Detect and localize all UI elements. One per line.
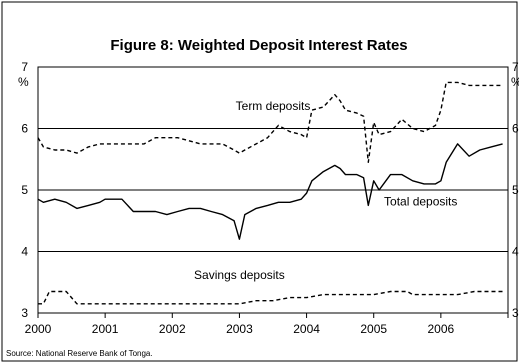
y-tick-label-left: 7 [21, 60, 28, 74]
x-tick-label: 2003 [226, 322, 253, 336]
y-tick-label-left: 3 [21, 306, 28, 320]
plot-area [37, 66, 509, 314]
y-tick-label-right: 4 [512, 245, 519, 259]
x-tick-label: 2004 [293, 322, 320, 336]
annotations: Term deposits Total deposits Savings depos… [194, 99, 457, 282]
chart-title: Figure 8: Weighted Deposit Interest Rate… [110, 37, 407, 54]
annotation-term-deposits: Term deposits [236, 99, 311, 113]
source-note: Source: National Reserve Bank of Tonga. [6, 349, 153, 358]
annotation-savings-deposits: Savings deposits [194, 268, 285, 282]
y-tick-label-right: 6 [512, 122, 519, 136]
y-tick-label-right: 5 [512, 183, 519, 197]
series-savings-deposits [38, 290, 503, 305]
x-tick-label: 2002 [159, 322, 186, 336]
series-total-deposits [37, 143, 503, 240]
x-tick-label: 2001 [92, 322, 119, 336]
x-tick-label: 2006 [428, 322, 455, 336]
y-tick-label-right: 3 [512, 306, 519, 320]
y-tick-label-left: 4 [21, 245, 28, 259]
series-lines [37, 81, 503, 305]
annotation-total-deposits: Total deposits [384, 194, 457, 208]
y-tick-label-right: 7 [512, 60, 519, 74]
y-axis-label-left: % [18, 75, 29, 89]
y-axis-ticks: 3 3 4 4 5 5 6 6 7 7 [21, 60, 519, 320]
series-term-deposits [37, 81, 503, 164]
x-tick-label: 2005 [360, 322, 387, 336]
y-tick-label-left: 5 [21, 183, 28, 197]
y-tick-label-left: 6 [21, 122, 28, 136]
y-axis-label-right: % [511, 75, 519, 89]
x-tick-label: 2000 [25, 322, 52, 336]
x-axis-ticks: 2000 2001 2002 2003 2004 2005 2006 [25, 313, 509, 336]
